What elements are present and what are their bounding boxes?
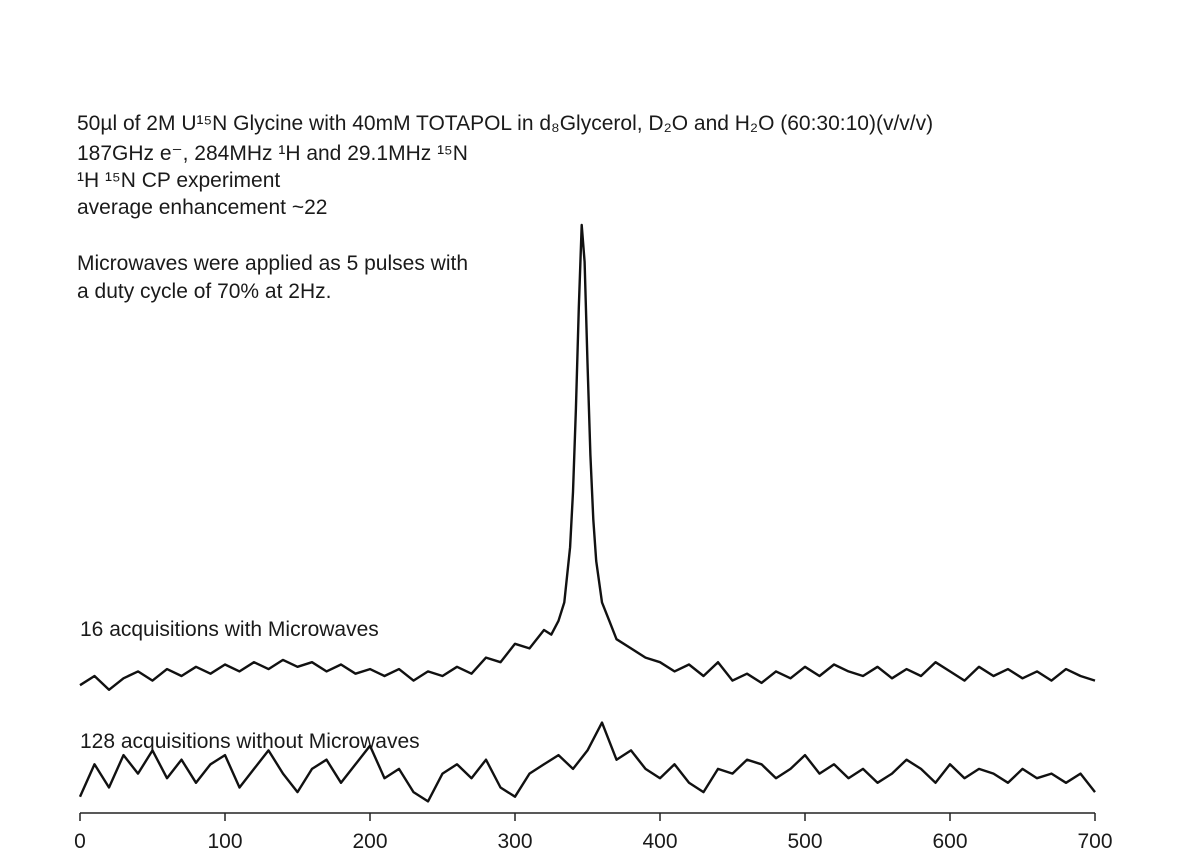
series-label: 16 acquisitions with Microwaves <box>80 618 379 641</box>
annotation: Microwaves were applied as 5 pulses with <box>77 252 468 275</box>
annotation: a duty cycle of 70% at 2Hz. <box>77 280 331 303</box>
spectrum-line <box>79 223 1096 691</box>
annotation: 187GHz e⁻, 284MHz ¹H and 29.1MHz ¹⁵N <box>77 142 468 165</box>
x-tick-label: 100 <box>207 830 242 848</box>
annotation: 50µl of 2M U¹⁵N Glycine with 40mM TOTAPO… <box>77 112 933 135</box>
annotation: ¹H ¹⁵N CP experiment <box>77 169 280 192</box>
x-tick-label: 200 <box>352 830 387 848</box>
x-tick-label: 300 <box>497 830 532 848</box>
x-tick-label: 0 <box>74 830 86 848</box>
spectrum-line <box>78 721 1096 803</box>
x-tick-label: 700 <box>1077 830 1112 848</box>
x-tick-label: 600 <box>932 830 967 848</box>
x-tick-label: 500 <box>787 830 822 848</box>
series-label: 128 acquisitions without Microwaves <box>80 730 420 753</box>
annotation: average enhancement ~22 <box>77 196 327 219</box>
x-tick-label: 400 <box>642 830 677 848</box>
